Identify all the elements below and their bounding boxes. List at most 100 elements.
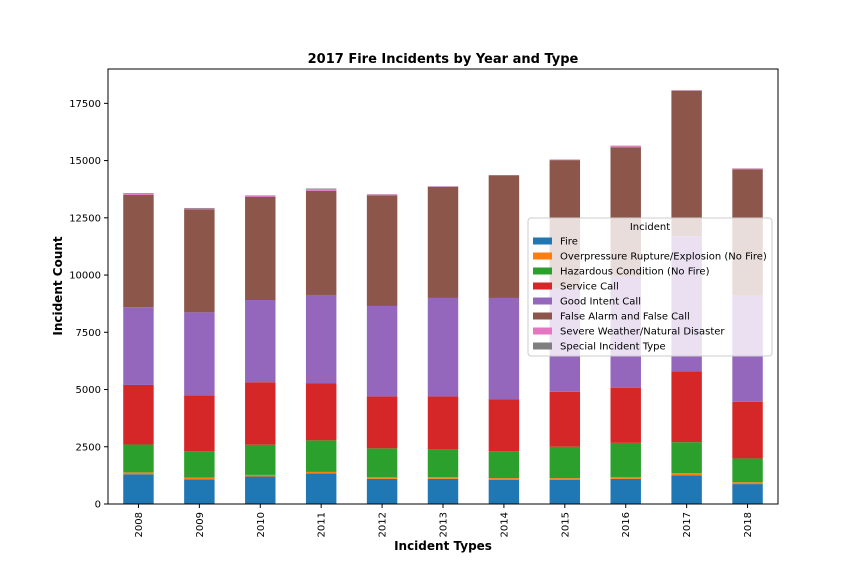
y-tick-label: 17500 <box>69 99 101 110</box>
bar-2011-series-3 <box>305 383 337 441</box>
bar-2012-series-3 <box>366 396 398 449</box>
bar-2009-series-7 <box>184 207 215 209</box>
legend-entry: Overpressure Rupture/Explosion (No Fire) <box>560 252 767 263</box>
legend-box <box>527 217 773 357</box>
bar-2017-series-0 <box>671 475 702 504</box>
bar-2009-series-5 <box>184 209 215 313</box>
bar-2008-series-1 <box>123 472 154 475</box>
bar-2013-series-2 <box>427 449 459 478</box>
legend-entry: False Alarm and False Call <box>560 312 690 323</box>
bar-2017-series-3 <box>671 371 702 443</box>
x-tick-label: 2015 <box>560 512 571 537</box>
bar-2010-series-4 <box>245 300 276 383</box>
bar-2018-series-6 <box>732 168 763 170</box>
bar-2018-series-1 <box>732 482 763 485</box>
bar-2011-series-5 <box>305 190 337 295</box>
legend-title: Incident <box>630 222 670 233</box>
bar-2013-series-1 <box>427 477 459 479</box>
bar-2011-series-0 <box>305 473 337 504</box>
legend: Incident Fire Overpressure Rupture/Explos… <box>527 217 773 357</box>
legend-swatch <box>533 312 552 320</box>
x-tick-label: 2009 <box>195 512 206 537</box>
bar-2014-series-0 <box>488 479 520 504</box>
bar-2014-series-2 <box>488 451 520 479</box>
bar-2010-series-6 <box>245 195 276 197</box>
x-tick-label: 2016 <box>621 512 632 537</box>
bar-2015-series-3 <box>549 391 581 447</box>
bar-2009-series-3 <box>184 395 215 452</box>
y-axis-label: Incident Count <box>51 236 65 336</box>
legend-entry: Good Intent Call <box>560 297 641 308</box>
y-axis: 0 2500 5000 7500 10000 12500 15000 17500 <box>69 99 108 511</box>
y-tick-label: 5000 <box>76 385 101 396</box>
bar-2009-series-1 <box>184 477 215 480</box>
bar-2009-series-6 <box>184 208 215 210</box>
bar-2012-series-1 <box>366 476 398 479</box>
chart-title: 2017 Fire Incidents by Year and Type <box>308 52 579 67</box>
legend-items: Fire Overpressure Rupture/Explosion (No F… <box>533 237 767 353</box>
y-tick-label: 2500 <box>76 442 101 453</box>
legend-entry: Fire <box>560 237 578 248</box>
bar-2010-series-5 <box>245 196 276 301</box>
legend-swatch <box>533 282 552 290</box>
bar-2013-series-4 <box>427 297 459 397</box>
x-tick-label: 2013 <box>439 512 450 537</box>
bar-2008-series-7 <box>123 193 154 194</box>
x-axis-label: Incident Types <box>394 539 492 553</box>
bar-2011-series-1 <box>305 471 337 474</box>
bar-2011-series-6 <box>305 188 337 191</box>
bar-2015-series-2 <box>549 446 581 479</box>
legend-entry: Hazardous Condition (No Fire) <box>560 267 710 278</box>
legend-swatch <box>533 342 552 350</box>
legend-swatch <box>533 297 552 305</box>
bar-2012-series-4 <box>366 305 398 397</box>
bar-2014-series-3 <box>488 399 520 452</box>
bar-2015-series-1 <box>549 478 581 480</box>
bar-2008-series-3 <box>123 384 154 445</box>
bar-2010-series-2 <box>245 444 276 475</box>
x-axis: 2008 2009 2010 2011 2012 2013 2014 2015 2016 2017… <box>134 504 754 537</box>
bar-2010-series-0 <box>245 476 276 504</box>
x-tick-label: 2018 <box>743 512 754 537</box>
bar-2009-series-0 <box>184 479 215 504</box>
bar-2018-series-0 <box>732 484 763 504</box>
y-tick-label: 10000 <box>69 271 101 282</box>
bar-2008-series-2 <box>123 444 154 473</box>
x-tick-label: 2011 <box>317 512 328 537</box>
bar-2016-series-1 <box>610 476 641 479</box>
legend-swatch <box>533 252 552 260</box>
bar-2011-series-2 <box>305 440 337 472</box>
bar-2012-series-0 <box>366 478 398 504</box>
bar-2016-series-3 <box>610 387 641 443</box>
bar-2014-series-5 <box>488 175 520 298</box>
bar-2009-series-2 <box>184 451 215 478</box>
x-tick-label: 2017 <box>682 512 693 537</box>
y-tick-label: 15000 <box>69 156 101 167</box>
bar-2014-series-4 <box>488 297 520 400</box>
x-tick-label: 2008 <box>134 512 145 537</box>
bar-2012-series-5 <box>366 195 398 306</box>
bar-2016-series-0 <box>610 478 641 504</box>
bar-2017-series-5 <box>671 90 702 237</box>
y-tick-label: 7500 <box>76 328 101 339</box>
bar-2016-series-2 <box>610 442 641 477</box>
bar-2017-series-1 <box>671 473 702 476</box>
bar-2012-series-6 <box>366 194 398 196</box>
y-tick-label: 12500 <box>69 213 101 224</box>
x-tick-label: 2014 <box>499 512 510 537</box>
bar-2011-series-4 <box>305 294 337 384</box>
legend-entry: Severe Weather/Natural Disaster <box>560 327 725 338</box>
legend-entry: Service Call <box>560 282 619 293</box>
legend-swatch <box>533 267 552 275</box>
bar-2009-series-4 <box>184 312 215 396</box>
bar-2010-series-1 <box>245 474 276 477</box>
bar-2013-series-5 <box>427 186 459 298</box>
legend-swatch <box>533 237 552 245</box>
bar-2014-series-1 <box>488 478 520 480</box>
bar-2016-series-6 <box>610 146 641 148</box>
legend-entry: Special Incident Type <box>560 342 666 353</box>
x-tick-label: 2010 <box>256 512 267 537</box>
bar-2013-series-0 <box>427 478 459 504</box>
bar-2017-series-2 <box>671 442 702 474</box>
